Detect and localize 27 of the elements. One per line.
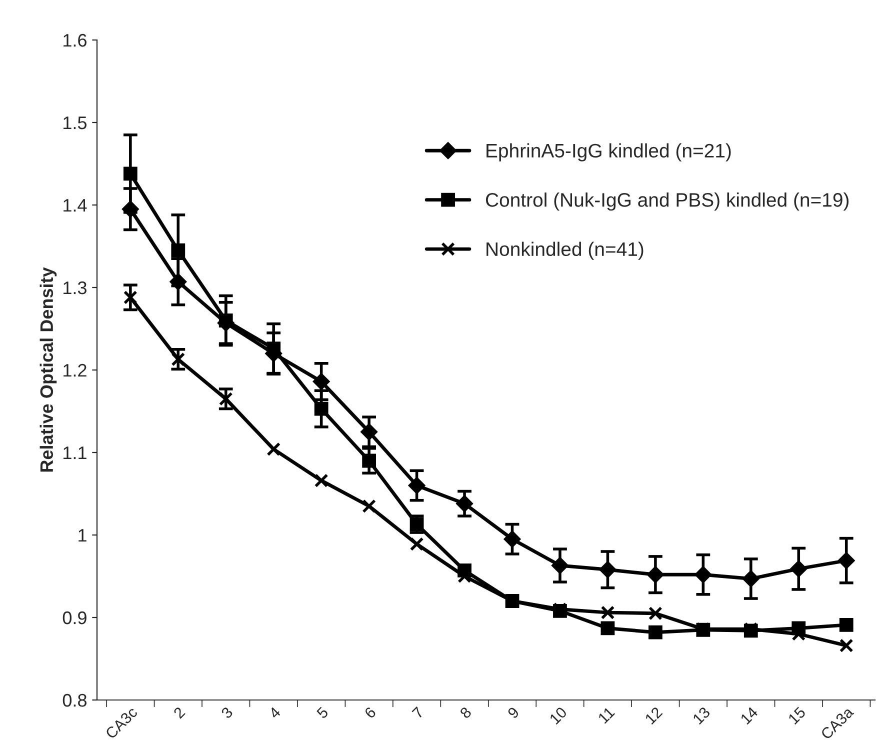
legend-label: Nonkindled (n=41) — [486, 242, 644, 260]
x-tick-label: 10 — [549, 706, 568, 725]
y-tick-label: 1.3 — [64, 281, 86, 294]
y-tick-label: 0.8 — [62, 694, 86, 707]
x-tick-label: 7 — [412, 706, 424, 719]
x-tick-label: 4 — [268, 706, 282, 720]
x-tick-label: 3 — [220, 706, 234, 720]
x-tick-label: 2 — [172, 706, 186, 719]
y-axis-title: Relative Optical Density — [40, 267, 57, 472]
y-tick-label: 1.4 — [64, 199, 87, 212]
y-tick-label: 1.5 — [64, 116, 87, 130]
y-tick-label: 1.6 — [64, 34, 86, 47]
y-tick-label: 1.1 — [64, 446, 86, 460]
x-tick-label: 5 — [316, 706, 329, 720]
x-tick-label: 15 — [788, 706, 806, 725]
legend-label: Control (Nuk-IgG and PBS) kindled (n=19) — [486, 192, 849, 211]
x-tick-label: 9 — [507, 706, 520, 719]
y-tick-label: 1.2 — [64, 364, 86, 377]
legend-label: EphrinA5-IgG kindled (n=21) — [486, 143, 731, 162]
x-tick-label: 13 — [692, 706, 711, 725]
y-tick-label: 0.9 — [62, 611, 86, 624]
x-tick-label: 6 — [364, 706, 377, 719]
x-tick-label: 8 — [459, 706, 472, 720]
y-tick-label: 1 — [78, 529, 86, 542]
x-tick-label: 14 — [740, 706, 758, 725]
x-tick-label: 11 — [598, 706, 616, 724]
x-tick-label: 12 — [644, 706, 663, 725]
